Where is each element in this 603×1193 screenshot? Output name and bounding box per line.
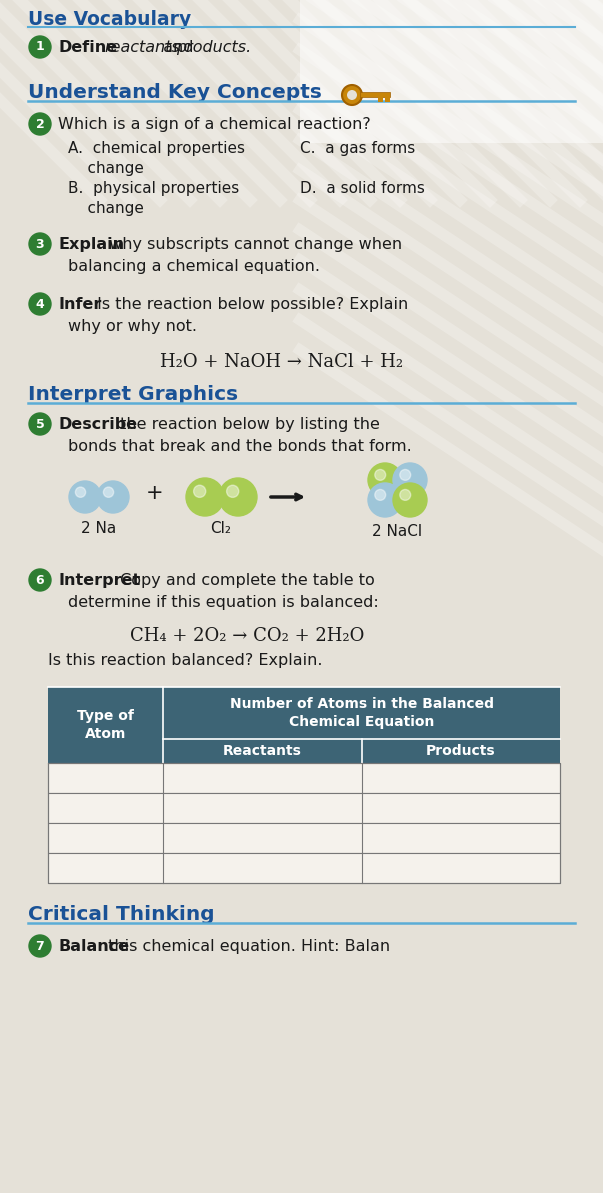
Text: Balance: Balance (58, 939, 129, 954)
Text: the reaction below by listing the: the reaction below by listing the (115, 418, 380, 432)
Circle shape (375, 489, 386, 500)
Circle shape (29, 36, 51, 58)
Text: Interpret Graphics: Interpret Graphics (28, 385, 238, 404)
Text: CH₄ + 2O₂ → CO₂ + 2H₂O: CH₄ + 2O₂ → CO₂ + 2H₂O (130, 628, 364, 645)
Text: 2 Na: 2 Na (81, 521, 116, 536)
Text: Define: Define (58, 41, 117, 55)
Circle shape (29, 413, 51, 435)
Text: Use Vocabulary: Use Vocabulary (28, 10, 191, 29)
Text: bonds that break and the bonds that form.: bonds that break and the bonds that form… (68, 439, 412, 455)
Circle shape (400, 489, 411, 500)
Text: and: and (158, 41, 198, 55)
Text: 6: 6 (36, 574, 44, 587)
Circle shape (400, 470, 411, 481)
Text: balancing a chemical equation.: balancing a chemical equation. (68, 259, 320, 274)
Text: Number of Atoms in the Balanced
Chemical Equation: Number of Atoms in the Balanced Chemical… (230, 697, 493, 729)
Text: 5: 5 (36, 418, 45, 431)
Bar (48, 853, 560, 883)
Bar (360, 92, 390, 97)
Bar (48, 764, 560, 793)
Text: 1: 1 (36, 41, 45, 54)
Text: 3: 3 (36, 237, 44, 251)
Circle shape (393, 483, 427, 517)
Text: Is the reaction below possible? Explain: Is the reaction below possible? Explain (92, 297, 408, 313)
Text: reactants: reactants (104, 41, 180, 55)
Circle shape (219, 478, 257, 517)
Text: +: + (146, 483, 164, 503)
Circle shape (186, 478, 224, 517)
Bar (385, 97, 390, 101)
Circle shape (75, 487, 86, 497)
Circle shape (227, 486, 239, 497)
Bar (48, 793, 560, 823)
Text: this chemical equation. Hint: Balan: this chemical equation. Hint: Balan (103, 939, 390, 954)
Bar (378, 97, 383, 101)
Circle shape (29, 293, 51, 315)
Circle shape (368, 483, 402, 517)
Text: change: change (68, 161, 144, 177)
Circle shape (29, 113, 51, 135)
Bar (48, 823, 560, 853)
Text: determine if this equation is balanced:: determine if this equation is balanced: (68, 595, 379, 610)
Text: Reactants: Reactants (223, 744, 302, 758)
Text: why subscripts cannot change when: why subscripts cannot change when (104, 237, 402, 252)
Text: Describe: Describe (58, 418, 137, 432)
Text: Explain: Explain (58, 237, 124, 252)
Text: 7: 7 (36, 940, 45, 952)
Text: C.  a gas forms: C. a gas forms (300, 141, 415, 156)
Circle shape (69, 481, 101, 513)
Circle shape (103, 487, 113, 497)
Text: Understand Key Concepts: Understand Key Concepts (28, 84, 322, 101)
Circle shape (342, 85, 362, 105)
Circle shape (347, 89, 357, 100)
Text: H₂O + NaOH → NaCl + H₂: H₂O + NaOH → NaCl + H₂ (160, 353, 403, 371)
Text: Critical Thinking: Critical Thinking (28, 905, 215, 925)
Text: D.  a solid forms: D. a solid forms (300, 181, 425, 196)
Text: Which is a sign of a chemical reaction?: Which is a sign of a chemical reaction? (58, 117, 371, 132)
Circle shape (29, 233, 51, 255)
Circle shape (194, 486, 206, 497)
Circle shape (97, 481, 129, 513)
Circle shape (368, 463, 402, 497)
Text: products.: products. (176, 41, 251, 55)
Text: 2 NaCl: 2 NaCl (372, 524, 422, 539)
Circle shape (375, 470, 386, 481)
Circle shape (29, 569, 51, 591)
Text: Copy and complete the table to: Copy and complete the table to (115, 573, 374, 588)
Text: B.  physical properties: B. physical properties (68, 181, 239, 196)
Text: change: change (68, 200, 144, 216)
Bar (48, 687, 560, 764)
Text: Products: Products (426, 744, 496, 758)
Text: 4: 4 (36, 297, 45, 310)
Circle shape (393, 463, 427, 497)
Text: A.  chemical properties: A. chemical properties (68, 141, 245, 156)
Bar (300, 0, 603, 143)
Text: Interpret: Interpret (58, 573, 140, 588)
Text: Infer: Infer (58, 297, 101, 313)
Text: why or why not.: why or why not. (68, 319, 197, 334)
Text: Cl₂: Cl₂ (210, 521, 232, 536)
Text: Is this reaction balanced? Explain.: Is this reaction balanced? Explain. (48, 653, 323, 668)
Circle shape (29, 935, 51, 957)
Text: Type of
Atom: Type of Atom (77, 709, 134, 741)
Text: 2: 2 (36, 117, 45, 130)
